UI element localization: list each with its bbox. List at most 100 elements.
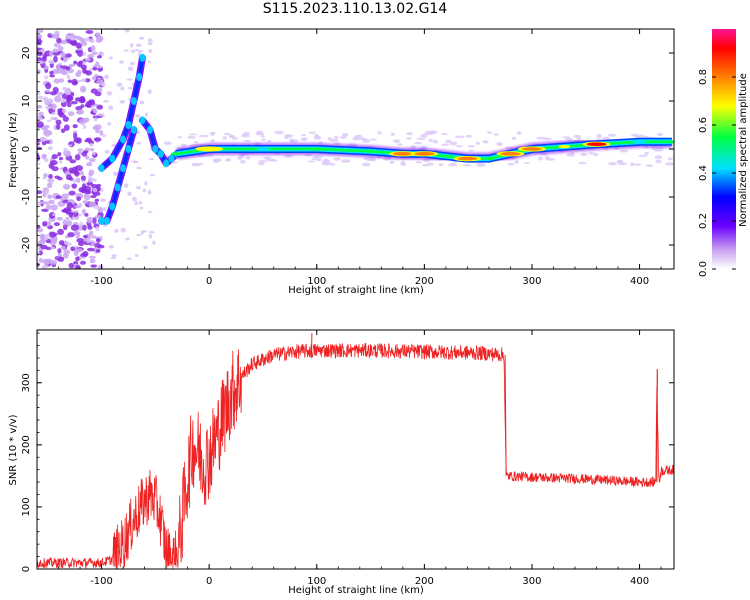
band-haze — [377, 131, 382, 135]
trace-point — [310, 147, 323, 151]
noise-speckle — [97, 235, 103, 239]
band-haze — [638, 154, 648, 157]
noise-speckle — [49, 74, 56, 78]
noise-speckle — [133, 160, 139, 164]
band-haze — [212, 159, 220, 163]
noise-speckle — [54, 175, 61, 179]
band-haze — [428, 138, 434, 143]
noise-speckle — [86, 161, 93, 167]
noise-speckle — [65, 53, 72, 58]
noise-speckle — [51, 111, 56, 116]
noise-speckle — [73, 138, 81, 143]
noise-speckle — [147, 89, 152, 95]
noise-speckle — [78, 203, 83, 207]
noise-speckle — [96, 104, 104, 110]
noise-speckle — [92, 67, 98, 71]
band-haze — [267, 139, 272, 143]
noise-speckle — [148, 48, 153, 53]
noise-speckle — [100, 187, 104, 193]
noise-speckle — [91, 151, 96, 156]
noise-speckle — [62, 86, 68, 91]
spectrogram-x-axis: -100 0 100 200 300 400 — [36, 29, 662, 287]
band-haze — [210, 139, 215, 143]
noise-speckle — [70, 39, 78, 47]
band-haze — [406, 137, 412, 140]
noise-speckle — [119, 100, 126, 104]
noise-speckle — [37, 105, 43, 109]
noise-speckle — [60, 40, 68, 45]
noise-speckle — [101, 134, 107, 137]
noise-speckle — [72, 35, 79, 40]
colorbar-gradient — [712, 29, 736, 269]
peak-core — [414, 152, 435, 156]
snr-spike — [656, 369, 658, 483]
noise-speckle — [57, 252, 62, 258]
band-haze — [342, 132, 349, 137]
band-haze — [189, 133, 198, 136]
band-haze — [258, 162, 265, 166]
noise-speckle — [37, 154, 41, 162]
y-tick-label: -20 — [21, 237, 32, 253]
noise-speckle — [89, 258, 96, 264]
noise-speckle — [52, 213, 56, 217]
band-haze — [366, 158, 374, 162]
band-haze — [333, 136, 339, 139]
noise-speckle — [77, 224, 84, 231]
noise-speckle — [88, 175, 92, 179]
noise-speckle — [56, 124, 61, 130]
noise-speckle — [92, 115, 100, 119]
noise-speckle — [84, 78, 91, 83]
noise-speckle — [81, 151, 88, 157]
snr-marks — [37, 333, 674, 569]
colorbar-tick-label: 0.2 — [698, 213, 709, 229]
noise-speckle — [135, 114, 141, 118]
noise-speckle — [88, 140, 95, 145]
noise-speckle — [52, 48, 59, 53]
noise-speckle — [82, 234, 88, 239]
noise-speckle — [50, 259, 58, 265]
noise-speckle — [104, 149, 110, 154]
noise-speckle — [77, 241, 85, 247]
noise-speckle — [127, 191, 132, 197]
branch-mid-point — [157, 149, 164, 158]
noise-speckle — [108, 244, 114, 249]
noise-speckle — [56, 37, 62, 44]
noise-speckle — [65, 34, 70, 40]
y-tick-label: 10 — [21, 95, 32, 108]
noise-speckle — [81, 175, 86, 182]
band-haze — [352, 137, 361, 141]
noise-speckle — [37, 57, 43, 62]
noise-speckle — [42, 201, 50, 205]
noise-speckle — [41, 208, 49, 213]
band-haze — [493, 133, 499, 136]
band-haze — [284, 135, 289, 140]
noise-speckle — [127, 87, 133, 90]
noise-speckle — [68, 262, 74, 269]
branch-upper-point — [130, 97, 137, 105]
band-haze — [255, 132, 265, 136]
noise-speckle — [95, 238, 101, 243]
noise-speckle — [48, 138, 53, 145]
noise-speckle — [94, 91, 102, 97]
band-haze — [569, 152, 575, 155]
snr-frame — [36, 329, 675, 570]
spectrogram-y-label: Frequency (Hz) — [8, 112, 19, 188]
noise-speckle — [51, 238, 57, 245]
band-haze — [426, 162, 434, 166]
noise-speckle — [37, 39, 43, 44]
band-haze — [562, 136, 571, 139]
noise-speckle — [61, 98, 66, 104]
band-haze — [231, 137, 239, 140]
band-haze — [406, 132, 414, 136]
branch-upper-point — [139, 53, 146, 62]
noise-speckle — [71, 183, 78, 189]
band-haze — [596, 133, 602, 138]
noise-speckle — [66, 98, 71, 104]
noise-speckle — [37, 116, 43, 121]
branch-mid-point — [146, 125, 153, 134]
noise-speckle — [135, 43, 142, 48]
noise-speckle — [114, 228, 119, 234]
branch-mid-point — [168, 154, 175, 163]
noise-speckle — [43, 98, 50, 104]
